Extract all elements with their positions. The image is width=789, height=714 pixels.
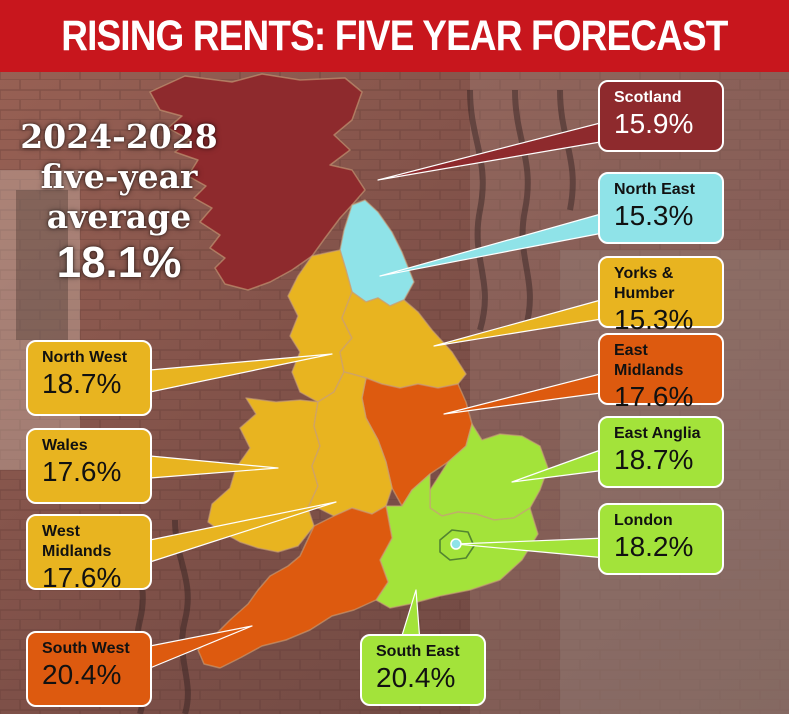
region-value: 18.7% bbox=[614, 444, 694, 475]
label-south-west: South West 20.4% bbox=[26, 631, 152, 707]
average-caption-2: average bbox=[46, 197, 192, 236]
page-title: RISING RENTS: FIVE YEAR FORECAST bbox=[61, 11, 728, 60]
label-east-midlands: East Midlands 17.6% bbox=[598, 333, 724, 412]
region-value: 20.4% bbox=[376, 662, 456, 693]
region-value: 17.6% bbox=[614, 381, 694, 412]
label-south-east: South East 20.4% bbox=[360, 634, 486, 706]
region-name: North East bbox=[614, 181, 695, 198]
label-north-west: North West 18.7% bbox=[26, 340, 152, 416]
label-west-midlands: West Midlands 17.6% bbox=[26, 514, 152, 593]
region-value: 20.4% bbox=[42, 659, 122, 690]
label-north-east: North East 15.3% bbox=[598, 172, 724, 244]
average-value: 18.1% bbox=[56, 238, 182, 287]
region-name: Scotland bbox=[614, 89, 682, 106]
region-value: 15.9% bbox=[614, 108, 694, 139]
average-caption-1: five-year bbox=[40, 157, 198, 196]
region-name: Yorks & Humber bbox=[614, 265, 675, 302]
region-name: Wales bbox=[42, 437, 88, 454]
average-period: 2024-2028 bbox=[20, 117, 218, 156]
region-name: South East bbox=[376, 643, 460, 660]
region-name: South West bbox=[42, 640, 130, 657]
label-london: London 18.2% bbox=[598, 503, 724, 575]
region-name: West Midlands bbox=[42, 523, 112, 560]
region-value: 15.3% bbox=[614, 200, 694, 231]
region-name: London bbox=[614, 512, 673, 529]
region-scotland bbox=[149, 73, 366, 291]
label-east-anglia: East Anglia 18.7% bbox=[598, 416, 724, 488]
region-name: East Anglia bbox=[614, 425, 701, 442]
label-scotland: Scotland 15.9% bbox=[598, 80, 724, 152]
label-wales: Wales 17.6% bbox=[26, 428, 152, 504]
london-marker bbox=[450, 538, 462, 550]
region-value: 18.2% bbox=[614, 531, 694, 562]
region-value: 15.3% bbox=[614, 304, 694, 335]
title-banner: RISING RENTS: FIVE YEAR FORECAST bbox=[0, 0, 789, 72]
region-name: East Midlands bbox=[614, 342, 684, 379]
average-callout: 2024-2028 five-year average 18.1% bbox=[14, 117, 224, 289]
region-value: 17.6% bbox=[42, 456, 122, 487]
region-value: 18.7% bbox=[42, 368, 122, 399]
label-pointers bbox=[149, 119, 613, 669]
region-value: 17.6% bbox=[42, 562, 122, 593]
region-name: North West bbox=[42, 349, 128, 366]
label-yorks-humber: Yorks & Humber 15.3% bbox=[598, 256, 724, 335]
